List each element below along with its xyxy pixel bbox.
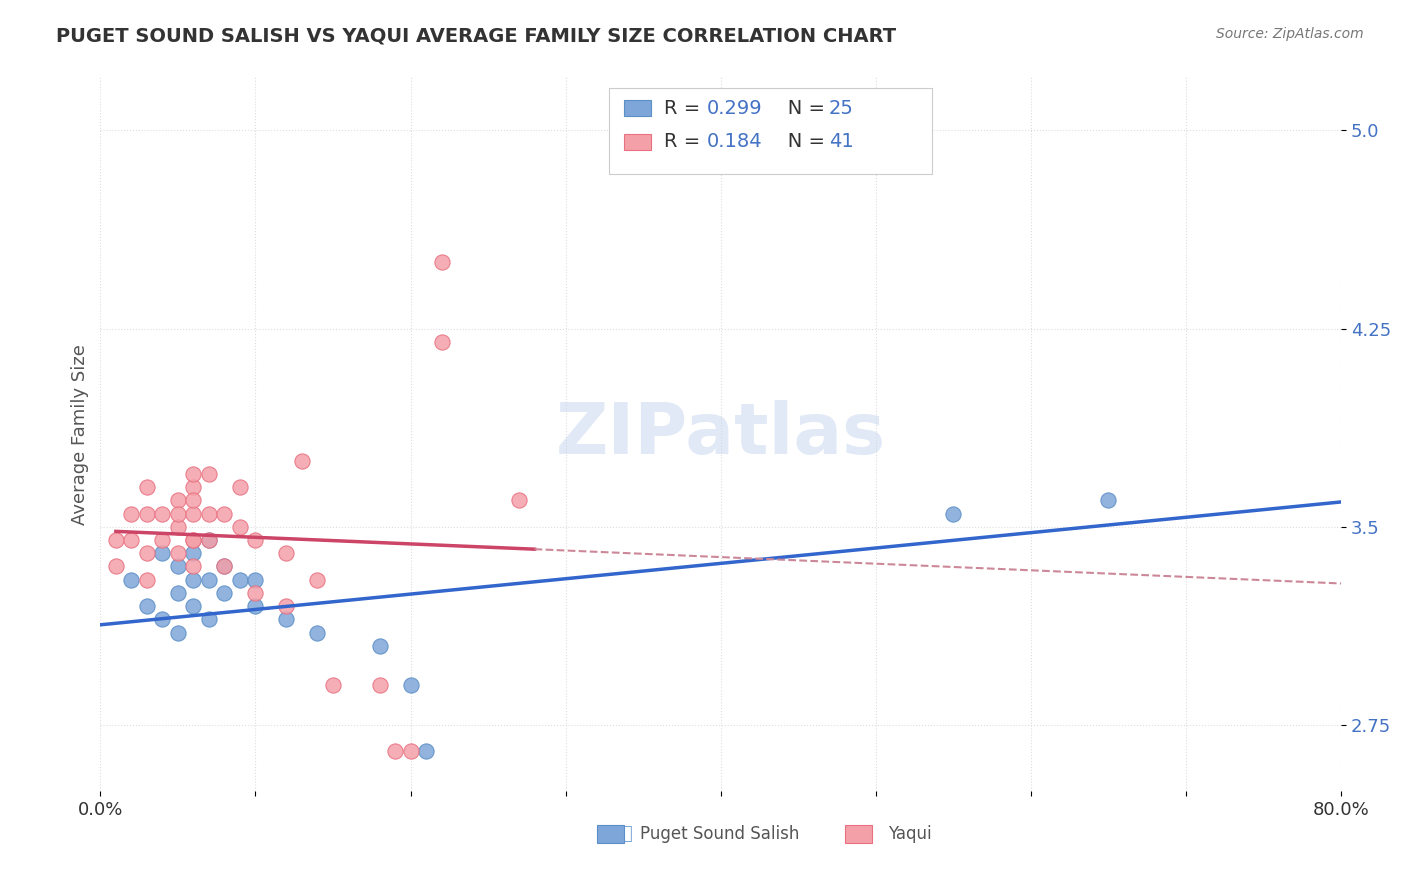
Point xyxy=(399,678,422,692)
Point xyxy=(415,744,437,758)
Point xyxy=(368,678,391,692)
Point xyxy=(135,480,157,494)
Text: ZIPatlas: ZIPatlas xyxy=(555,400,886,469)
Point xyxy=(167,559,190,574)
Text: ⬜: ⬜ xyxy=(621,825,633,843)
Point xyxy=(120,533,142,547)
Point xyxy=(368,639,391,653)
Text: 0.299: 0.299 xyxy=(707,99,762,118)
Point xyxy=(198,573,221,587)
Point xyxy=(214,559,236,574)
Text: N =: N = xyxy=(769,132,831,151)
FancyBboxPatch shape xyxy=(624,134,651,150)
Point xyxy=(183,493,205,508)
Point xyxy=(214,586,236,600)
Point xyxy=(183,599,205,613)
Point xyxy=(1097,493,1119,508)
Point xyxy=(104,559,127,574)
Text: R =: R = xyxy=(664,99,706,118)
Text: Puget Sound Salish: Puget Sound Salish xyxy=(640,825,800,843)
Point xyxy=(150,507,173,521)
Point xyxy=(150,612,173,626)
Point xyxy=(245,573,267,587)
Point xyxy=(167,586,190,600)
Point xyxy=(150,546,173,560)
Point xyxy=(245,599,267,613)
Point xyxy=(508,493,530,508)
Point xyxy=(229,573,252,587)
Point xyxy=(183,467,205,481)
Point xyxy=(167,507,190,521)
Point xyxy=(167,625,190,640)
Y-axis label: Average Family Size: Average Family Size xyxy=(72,343,89,524)
Point xyxy=(942,507,965,521)
Point xyxy=(104,533,127,547)
Point xyxy=(198,467,221,481)
FancyBboxPatch shape xyxy=(609,88,932,174)
Point xyxy=(245,586,267,600)
Point xyxy=(214,507,236,521)
Point xyxy=(183,573,205,587)
Point xyxy=(245,533,267,547)
Point xyxy=(384,744,406,758)
Point xyxy=(135,573,157,587)
Point xyxy=(135,546,157,560)
Point xyxy=(183,507,205,521)
Point xyxy=(135,599,157,613)
Text: PUGET SOUND SALISH VS YAQUI AVERAGE FAMILY SIZE CORRELATION CHART: PUGET SOUND SALISH VS YAQUI AVERAGE FAMI… xyxy=(56,27,897,45)
Point xyxy=(167,546,190,560)
Text: N =: N = xyxy=(769,99,831,118)
Point xyxy=(135,507,157,521)
Point xyxy=(183,533,205,547)
Point xyxy=(120,573,142,587)
Point xyxy=(430,255,453,269)
Point xyxy=(150,533,173,547)
Point xyxy=(167,493,190,508)
FancyBboxPatch shape xyxy=(596,824,624,843)
Point xyxy=(214,559,236,574)
Text: 25: 25 xyxy=(828,99,853,118)
Point xyxy=(322,678,344,692)
Point xyxy=(430,334,453,349)
Point xyxy=(399,744,422,758)
Point xyxy=(276,612,298,626)
Point xyxy=(183,480,205,494)
Text: Yaqui: Yaqui xyxy=(889,825,932,843)
Point xyxy=(229,520,252,534)
FancyBboxPatch shape xyxy=(624,100,651,116)
Point xyxy=(89,850,111,864)
Text: 0.184: 0.184 xyxy=(707,132,762,151)
Text: Source: ZipAtlas.com: Source: ZipAtlas.com xyxy=(1216,27,1364,41)
Point xyxy=(198,533,221,547)
Point xyxy=(291,453,314,467)
Point xyxy=(183,546,205,560)
Point xyxy=(198,533,221,547)
Point xyxy=(198,507,221,521)
Point xyxy=(276,599,298,613)
Point xyxy=(167,520,190,534)
Point xyxy=(120,507,142,521)
Point xyxy=(183,533,205,547)
Point xyxy=(307,573,329,587)
Point xyxy=(307,625,329,640)
Point xyxy=(198,612,221,626)
Point xyxy=(229,480,252,494)
Point xyxy=(183,559,205,574)
Text: R =: R = xyxy=(664,132,706,151)
Text: 41: 41 xyxy=(828,132,853,151)
FancyBboxPatch shape xyxy=(845,824,872,843)
Point xyxy=(276,546,298,560)
